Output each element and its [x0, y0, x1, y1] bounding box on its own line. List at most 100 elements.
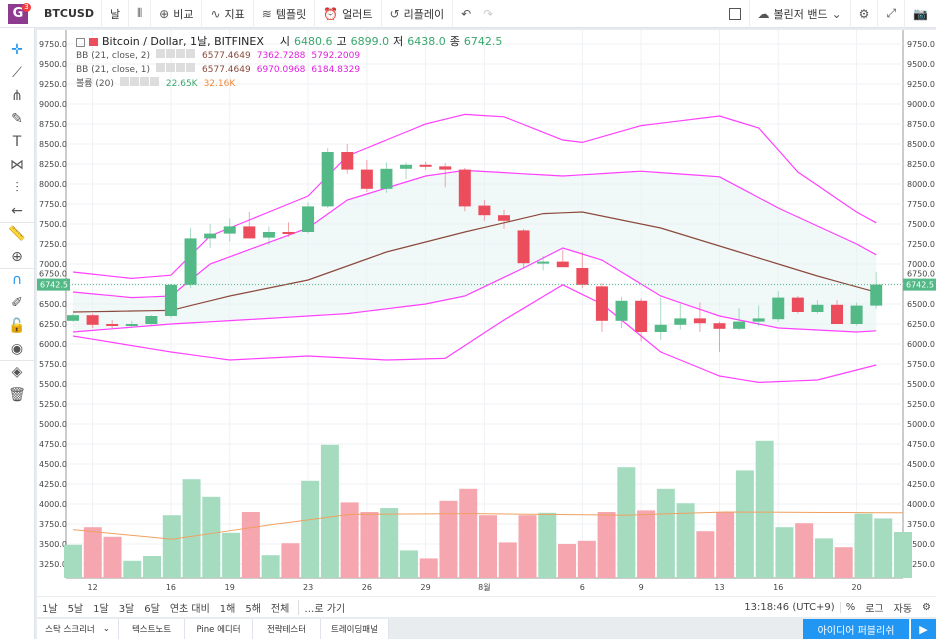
candle	[537, 256, 550, 271]
y-tick-label-left: 9500.0	[39, 60, 67, 69]
replay-button[interactable]: ↺ 리플레이	[382, 0, 454, 28]
study-controls[interactable]	[156, 49, 196, 63]
y-tick-label-left: 3500.0	[39, 540, 67, 549]
fullscreen-toggle[interactable]	[721, 0, 750, 28]
study-controls[interactable]	[119, 77, 160, 91]
candle-body	[341, 152, 354, 170]
bb1-legend[interactable]: BB (21, close, 1) 6577.4649 6970.0968 6184.…	[76, 63, 361, 77]
open-value: 6480.6	[294, 35, 333, 48]
timeframe-1m[interactable]: 1달	[93, 603, 109, 615]
y-tick-label: 3500.0	[907, 540, 935, 549]
back-arrow-icon[interactable]: ←	[11, 202, 23, 219]
zoom-in-icon[interactable]: ⊕	[11, 248, 23, 265]
candle-body	[850, 305, 863, 324]
tab-stock-screener[interactable]: 스탁 스크리너 ⌄	[37, 619, 119, 639]
candle-body	[204, 233, 217, 239]
candle-body	[223, 226, 236, 234]
y-tick-label-left: 5750.0	[39, 360, 67, 369]
interval-button[interactable]: 날	[102, 0, 130, 28]
y-tick-label: 6000.0	[907, 340, 935, 349]
log-toggle[interactable]: 로그	[865, 603, 884, 615]
timeframe-1y[interactable]: 1해	[219, 603, 236, 615]
layers-icon[interactable]: ◈	[0, 360, 34, 383]
timeframe-6m[interactable]: 6달	[144, 603, 160, 615]
lock-icon[interactable]: 🔓	[8, 317, 26, 334]
compare-button[interactable]: ⊕ 비교	[151, 0, 203, 28]
chart-type-button[interactable]: ⫴	[129, 0, 152, 28]
alert-button[interactable]: ⏰ 얼러트	[315, 0, 382, 28]
y-tick-label: 6250.0	[907, 320, 935, 329]
publish-idea-button[interactable]: 아이디어 퍼블리쉬	[803, 619, 909, 639]
chart-pane[interactable]: 9750.0 9750.0 9500.0 9500.0 9250.0 9250.0 9000…	[37, 30, 936, 596]
volume-bar	[617, 467, 636, 578]
tab-strategy-tester[interactable]: 전략테스터	[253, 619, 321, 639]
gear-icon[interactable]: ⚙	[922, 601, 931, 613]
candle	[870, 272, 883, 309]
templates-button[interactable]: ≋ 템플릿	[254, 0, 316, 28]
ruler-icon[interactable]: 📏	[0, 222, 34, 245]
y-tick-label: 4500.0	[907, 460, 935, 469]
volume-bar	[795, 523, 814, 578]
y-tick-label: 6500.0	[907, 300, 935, 309]
timeframe-1d[interactable]: 1날	[42, 603, 58, 615]
candle-body	[302, 206, 315, 232]
brush-icon[interactable]: ✎	[11, 110, 23, 127]
symbol-search[interactable]: BTCUSD	[36, 0, 102, 28]
y-tick-label-left: 7500.0	[39, 220, 67, 229]
auto-toggle[interactable]: 자동	[893, 603, 913, 615]
play-icon[interactable]: ▶	[910, 619, 936, 639]
volume-legend[interactable]: 볼륨 (20) 22.65K 32.16K	[76, 77, 236, 91]
indicators-button[interactable]: ∿ 지표	[202, 0, 254, 28]
expand-button[interactable]: ⤢	[878, 0, 906, 28]
candle-body	[615, 300, 628, 321]
bb2-legend[interactable]: BB (21, close, 2) 6577.4649 7362.7288 5792.…	[76, 49, 361, 63]
y-tick-label: 8000.0	[907, 180, 935, 189]
candle	[517, 228, 530, 268]
timeframe-5y[interactable]: 5해	[245, 603, 261, 615]
snapshot-button[interactable]: 📷	[905, 0, 936, 28]
trendline-icon[interactable]: ⟋	[12, 64, 22, 81]
y-tick-label-left: 7000.0	[39, 260, 67, 269]
magnet-icon[interactable]: ∩	[0, 268, 34, 291]
candle	[733, 308, 746, 331]
timeframe-3m[interactable]: 3달	[118, 603, 135, 615]
candle	[184, 228, 197, 288]
lock-drawing-icon[interactable]: ✐	[11, 294, 23, 311]
price-chart[interactable]: 9750.0 9750.0 9500.0 9500.0 9250.0 9250.0 9000…	[37, 30, 936, 596]
goto-date[interactable]: …로 가기	[298, 599, 350, 615]
crosshair-icon[interactable]: ✛	[11, 41, 23, 58]
tab-pine-editor[interactable]: Pine 에디터	[185, 619, 253, 639]
settings-button[interactable]: ⚙	[851, 0, 879, 28]
redo-icon[interactable]: ↷	[483, 6, 494, 21]
timeframe-all[interactable]: 전체	[270, 603, 290, 615]
bb-fill	[73, 170, 877, 332]
templates-icon: ≋	[261, 6, 272, 21]
trash-icon[interactable]: 🗑	[8, 386, 26, 403]
volume-ma-line	[72, 511, 904, 540]
volume-bar	[637, 510, 656, 578]
bb-mid-line	[72, 211, 877, 313]
tab-trading-panel[interactable]: 트레이딩패널	[321, 619, 389, 639]
study-select[interactable]: ☁ 볼린저 밴드 ⌄	[750, 0, 851, 28]
candle-body	[831, 304, 844, 324]
clock[interactable]: 13:18:46 (UTC+9)	[744, 601, 835, 613]
volume-bar	[439, 500, 458, 578]
study-controls[interactable]	[156, 63, 196, 77]
prediction-icon[interactable]: ⫶	[15, 179, 19, 196]
text-icon[interactable]: T	[12, 133, 22, 150]
y-tick-label-left: 6750.0	[39, 270, 67, 279]
candle-body	[772, 297, 785, 320]
timeframe-ytd[interactable]: 연초 대비	[169, 603, 210, 615]
pattern-icon[interactable]: ⋈	[10, 156, 24, 173]
tab-text-notes[interactable]: 텍스트노트	[119, 619, 185, 639]
undo-icon[interactable]: ↶	[461, 6, 472, 21]
percent-toggle[interactable]: %	[839, 601, 861, 613]
eye-icon[interactable]: ◉	[10, 340, 24, 357]
timeframe-5d[interactable]: 5날	[67, 603, 84, 615]
collapse-icon[interactable]	[76, 37, 85, 47]
candle	[125, 320, 138, 328]
fork-icon[interactable]: ⋔	[11, 87, 23, 104]
volume-bar	[340, 502, 359, 578]
y-tick-label: 9750.0	[907, 40, 935, 49]
